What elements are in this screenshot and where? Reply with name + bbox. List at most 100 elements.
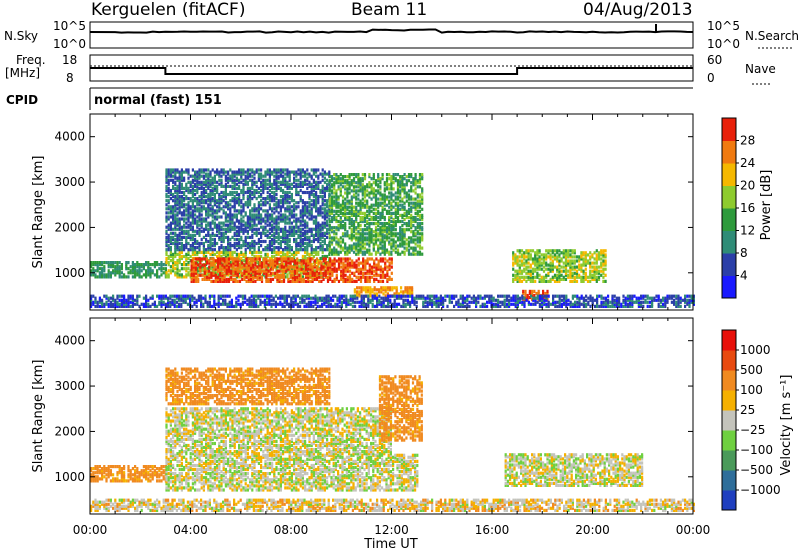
power-cell	[323, 239, 326, 244]
power-cell	[304, 254, 307, 259]
power-cell	[562, 275, 565, 279]
power-cell	[271, 229, 274, 233]
power-cell	[310, 182, 313, 186]
power-cell	[240, 269, 243, 273]
power-cell	[348, 234, 351, 238]
power-cell	[416, 236, 419, 240]
power-cell	[333, 209, 336, 213]
power-cell	[158, 275, 161, 279]
power-cell	[308, 241, 311, 246]
power-cell	[185, 231, 188, 235]
power-cell	[361, 215, 364, 220]
power-cell	[260, 195, 263, 199]
power-cell	[379, 226, 382, 230]
power-cell	[350, 209, 353, 213]
power-cell	[564, 267, 568, 271]
power-cell	[240, 213, 243, 217]
power-cell	[297, 241, 300, 246]
power-cell	[383, 236, 386, 240]
power-cell	[379, 275, 382, 279]
power-cell	[229, 252, 232, 256]
power-cell	[92, 263, 95, 267]
power-cell	[165, 259, 168, 263]
power-cell	[187, 170, 190, 174]
power-cell	[232, 273, 235, 277]
power-cell	[218, 178, 221, 182]
power-cell	[379, 269, 382, 273]
power-cell	[293, 239, 296, 244]
power-cell	[412, 224, 415, 228]
power-cell	[312, 188, 315, 193]
power-cell	[288, 178, 291, 182]
power-cell	[346, 215, 349, 220]
power-cell	[308, 195, 311, 199]
power-cell	[200, 213, 203, 217]
power-cell	[333, 181, 336, 185]
power-cell	[183, 246, 186, 250]
power-cell	[339, 215, 342, 220]
power-cell	[277, 170, 280, 174]
power-cell	[167, 254, 170, 259]
power-cell	[192, 261, 195, 265]
power-cell	[357, 271, 360, 275]
power-cell	[255, 180, 258, 184]
power-cell	[383, 248, 386, 252]
power-cell	[299, 273, 302, 277]
power-cell	[389, 288, 392, 292]
power-cell	[348, 248, 351, 252]
power-cell	[255, 215, 258, 219]
power-cell	[295, 225, 298, 229]
power-cell	[149, 267, 152, 271]
power-cell	[514, 255, 517, 259]
power-cell	[180, 186, 183, 190]
power-cell	[536, 257, 539, 261]
power-cell	[402, 290, 405, 294]
power-cell	[361, 252, 364, 256]
power-cell	[189, 244, 192, 248]
power-cell	[357, 222, 360, 226]
power-cell	[101, 275, 104, 279]
power-cell	[310, 168, 313, 172]
power-cell	[142, 267, 145, 271]
power-cell	[362, 271, 365, 275]
power-cell	[394, 191, 397, 195]
power-cell	[234, 277, 237, 281]
power-cell	[392, 219, 395, 224]
power-cell	[265, 271, 268, 275]
power-cell	[238, 180, 241, 184]
power-cell	[308, 211, 311, 215]
power-cell	[220, 235, 223, 239]
power-cell	[151, 263, 154, 267]
power-cell	[388, 211, 391, 215]
power-cell	[271, 267, 275, 271]
power-cell	[178, 261, 181, 265]
power-cell	[361, 238, 364, 242]
power-cell	[368, 195, 371, 199]
power-cell	[96, 275, 99, 279]
power-cell	[324, 271, 327, 275]
power-cell	[271, 250, 274, 254]
power-cell	[394, 207, 397, 211]
power-cell	[310, 217, 313, 221]
power-cell	[194, 277, 198, 281]
power-cell	[288, 227, 291, 231]
power-cell	[348, 275, 352, 279]
power-cell	[388, 205, 391, 209]
power-cell	[235, 237, 238, 242]
power-cell	[196, 199, 199, 203]
power-cell	[282, 263, 285, 267]
power-cell	[319, 248, 322, 252]
power-cell	[289, 265, 292, 269]
power-cell	[372, 244, 375, 248]
power-cell	[370, 183, 373, 187]
power-cell	[238, 203, 241, 207]
power-cell	[304, 205, 307, 209]
power-cell	[231, 174, 234, 178]
power-cell	[374, 183, 378, 187]
power-cell	[368, 209, 371, 213]
power-cell	[286, 180, 289, 184]
power-cell	[235, 192, 238, 197]
power-cell	[326, 201, 329, 205]
power-cell	[242, 227, 245, 231]
power-cell	[202, 250, 205, 254]
